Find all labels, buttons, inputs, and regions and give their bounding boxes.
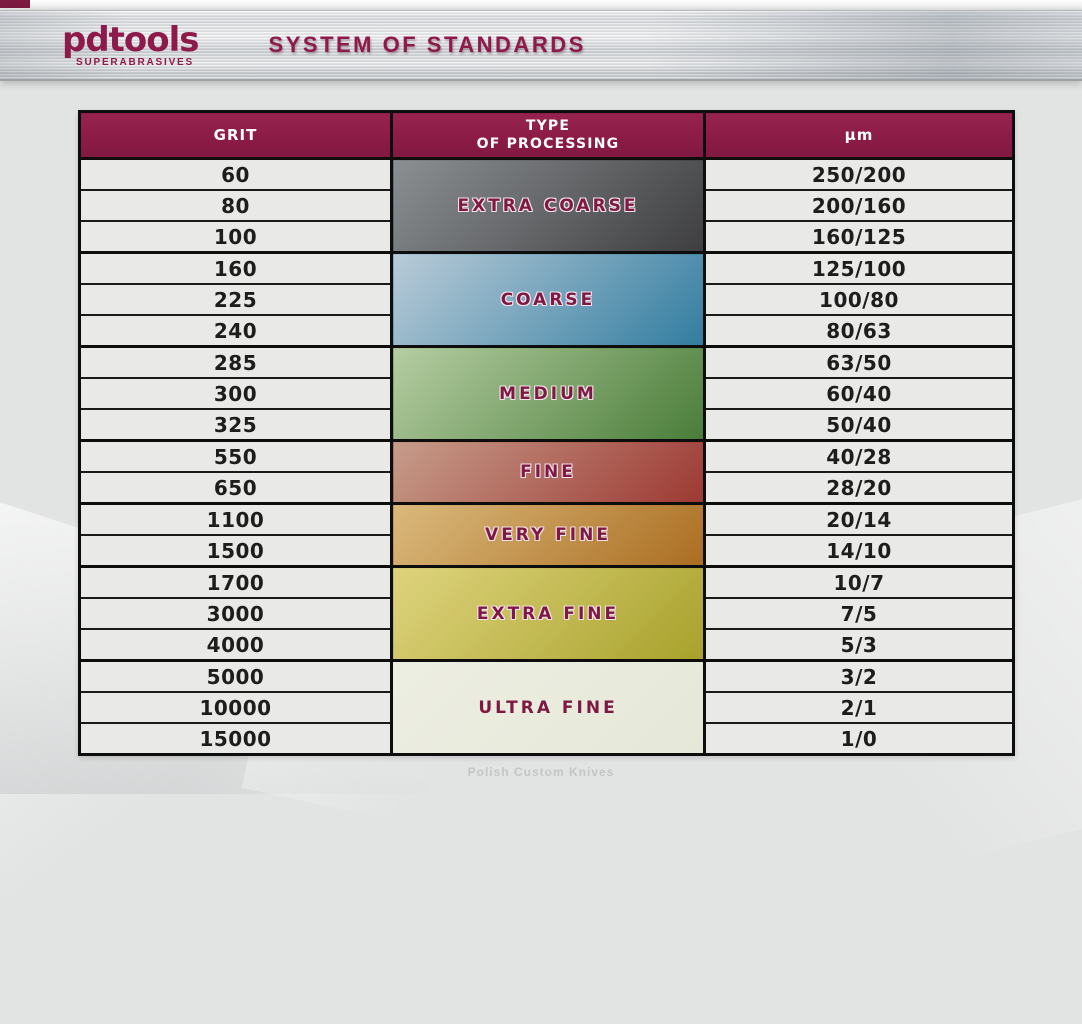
grit-cell: 60	[78, 157, 393, 191]
processing-type-label: FINE	[520, 462, 576, 482]
grit-cell: 10000	[78, 691, 393, 724]
micron-cell: 200/160	[703, 189, 1015, 222]
grit-cell: 1700	[78, 565, 393, 599]
table-row: 4000 5/3	[78, 628, 1015, 662]
processing-type-label: COARSE	[500, 289, 596, 310]
type-cell: FINE	[390, 439, 706, 505]
processing-type-label: ULTRA FINE	[478, 697, 618, 718]
table-row: 550 FINE 40/28	[78, 439, 1015, 505]
micron-cell: 3/2	[703, 659, 1015, 693]
micron-cell: 100/80	[703, 283, 1015, 316]
col-header-type-line2: OF PROCESSING	[476, 136, 620, 152]
processing-type-label: EXTRA FINE	[476, 603, 620, 624]
table-row: 325 50/40	[78, 408, 1015, 442]
type-cell: VERY FINE	[390, 502, 706, 568]
micron-cell: 160/125	[703, 220, 1015, 254]
type-cell: EXTRA FINE	[390, 565, 706, 662]
grit-cell: 550	[78, 439, 393, 473]
watermark-text: Polish Custom Knives	[467, 765, 615, 779]
grit-cell: 15000	[78, 722, 393, 756]
brand-name: pdtools	[62, 19, 200, 60]
col-header-grit: GRIT	[78, 110, 393, 160]
type-cell: EXTRA COARSE	[390, 157, 706, 254]
micron-cell: 5/3	[703, 628, 1015, 662]
top-strip	[0, 0, 1082, 10]
processing-type-label: MEDIUM	[499, 383, 597, 404]
page-title: SYSTEM OF STANDARDS	[268, 32, 586, 57]
standards-table-body: 60 EXTRA COARSE 250/200 80 200/160 100 160/125…	[78, 157, 1015, 756]
micron-cell: 7/5	[703, 597, 1015, 630]
grit-cell: 650	[78, 471, 393, 505]
grit-cell: 240	[78, 314, 393, 348]
corner-accent	[0, 0, 30, 8]
table-row: 285 MEDIUM 63/50	[78, 345, 1015, 442]
grit-cell: 225	[78, 283, 393, 316]
micron-cell: 14/10	[703, 534, 1015, 568]
table-header-row: GRIT TYPE OF PROCESSING μm	[78, 110, 1015, 160]
type-cell: MEDIUM	[390, 345, 706, 442]
brand-logo: pdtools SUPERABRASIVES	[62, 19, 200, 68]
table-row: 10000 2/1	[78, 691, 1015, 724]
header-band: pdtools SUPERABRASIVES SYSTEM OF STANDAR…	[0, 10, 1082, 81]
grit-cell: 325	[78, 408, 393, 442]
micron-cell: 1/0	[703, 722, 1015, 756]
table-row: 15000 1/0	[78, 722, 1015, 756]
table-row: 60 EXTRA COARSE 250/200	[78, 157, 1015, 254]
table-row: 1700 EXTRA FINE 10/7	[78, 565, 1015, 662]
grit-cell: 285	[78, 345, 393, 379]
micron-cell: 40/28	[703, 439, 1015, 473]
table-row: 240 80/63	[78, 314, 1015, 348]
type-cell: COARSE	[390, 251, 706, 348]
micron-cell: 125/100	[703, 251, 1015, 285]
grit-cell: 1100	[78, 502, 393, 536]
grit-cell: 160	[78, 251, 393, 285]
grit-cell: 80	[78, 189, 393, 222]
col-header-type: TYPE OF PROCESSING	[390, 110, 706, 160]
micron-cell: 28/20	[703, 471, 1015, 505]
col-header-um: μm	[703, 110, 1015, 160]
micron-cell: 250/200	[703, 157, 1015, 191]
grit-cell: 4000	[78, 628, 393, 662]
table-row: 300 60/40	[78, 377, 1015, 410]
brand-subtitle: SUPERABRASIVES	[76, 56, 194, 68]
micron-cell: 2/1	[703, 691, 1015, 724]
table-row: 3000 7/5	[78, 597, 1015, 630]
col-header-type-line1: TYPE	[525, 117, 571, 134]
micron-cell: 10/7	[703, 565, 1015, 599]
grit-cell: 3000	[78, 597, 393, 630]
table-row: 650 28/20	[78, 471, 1015, 505]
table-row: 1100 VERY FINE 20/14	[78, 502, 1015, 568]
grit-cell: 100	[78, 220, 393, 254]
table-row: 225 100/80	[78, 283, 1015, 316]
standards-table: GRIT TYPE OF PROCESSING μm 60 EXTRA COARS…	[78, 110, 1015, 756]
processing-type-label: EXTRA COARSE	[457, 195, 639, 216]
table-row: 1500 14/10	[78, 534, 1015, 568]
micron-cell: 60/40	[703, 377, 1015, 410]
table-row: 80 200/160	[78, 189, 1015, 222]
grit-cell: 1500	[78, 534, 393, 568]
micron-cell: 50/40	[703, 408, 1015, 442]
table-row: 5000 ULTRA FINE 3/2	[78, 659, 1015, 756]
micron-cell: 63/50	[703, 345, 1015, 379]
type-cell: ULTRA FINE	[390, 659, 706, 756]
micron-cell: 20/14	[703, 502, 1015, 536]
table-row: 160 COARSE 125/100	[78, 251, 1015, 348]
processing-type-label: VERY FINE	[485, 525, 611, 545]
grit-cell: 300	[78, 377, 393, 410]
grit-cell: 5000	[78, 659, 393, 693]
micron-cell: 80/63	[703, 314, 1015, 348]
